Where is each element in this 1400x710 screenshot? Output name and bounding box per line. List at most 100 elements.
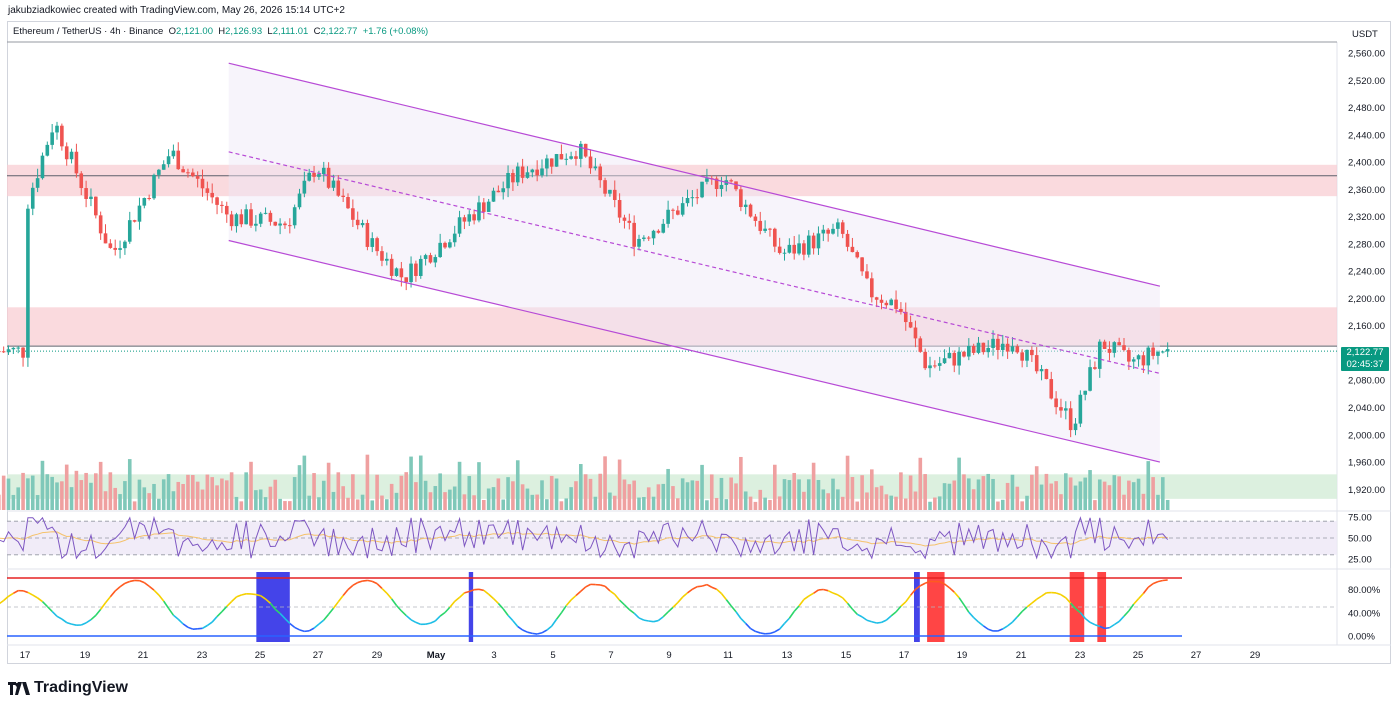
- resistance-zone[interactable]: [7, 164, 1337, 197]
- candle[interactable]: [870, 278, 874, 298]
- candle[interactable]: [797, 243, 801, 254]
- candle[interactable]: [404, 277, 409, 283]
- candle[interactable]: [268, 212, 273, 222]
- candle[interactable]: [16, 347, 21, 349]
- candle[interactable]: [166, 156, 171, 165]
- candle[interactable]: [336, 180, 341, 196]
- tradingview-logo[interactable]: TradingView: [8, 679, 128, 697]
- candle[interactable]: [845, 233, 850, 247]
- candle[interactable]: [84, 188, 88, 199]
- candle[interactable]: [1039, 369, 1044, 372]
- candle[interactable]: [855, 252, 860, 258]
- candle[interactable]: [176, 150, 181, 170]
- candle[interactable]: [409, 263, 413, 283]
- candle[interactable]: [157, 169, 161, 175]
- candle[interactable]: [45, 144, 50, 156]
- candle[interactable]: [957, 351, 961, 366]
- candle[interactable]: [64, 146, 69, 160]
- candle[interactable]: [593, 166, 598, 169]
- candle[interactable]: [564, 158, 569, 160]
- candle[interactable]: [598, 166, 603, 181]
- candle[interactable]: [1000, 343, 1005, 350]
- candle[interactable]: [35, 178, 40, 188]
- candle[interactable]: [705, 178, 709, 182]
- candle[interactable]: [816, 233, 821, 249]
- candle[interactable]: [1059, 407, 1063, 411]
- candle[interactable]: [258, 213, 263, 224]
- candle[interactable]: [734, 181, 738, 190]
- candle[interactable]: [986, 347, 991, 353]
- candle[interactable]: [579, 143, 583, 159]
- candle[interactable]: [899, 309, 903, 312]
- candle[interactable]: [506, 173, 510, 189]
- candle[interactable]: [142, 197, 147, 206]
- stoch-signal-block[interactable]: [1069, 572, 1085, 642]
- candle[interactable]: [763, 228, 767, 231]
- candle[interactable]: [452, 233, 457, 243]
- candle[interactable]: [108, 243, 113, 248]
- candle[interactable]: [860, 257, 864, 272]
- candle[interactable]: [646, 237, 651, 239]
- candle[interactable]: [317, 174, 321, 177]
- candle[interactable]: [637, 238, 641, 247]
- candle[interactable]: [908, 322, 913, 328]
- candle[interactable]: [758, 220, 763, 231]
- candle[interactable]: [811, 235, 816, 249]
- candle[interactable]: [1161, 351, 1165, 353]
- candle[interactable]: [433, 257, 438, 263]
- candle[interactable]: [1083, 390, 1088, 395]
- candle[interactable]: [661, 223, 666, 233]
- candle[interactable]: [30, 187, 35, 209]
- candle[interactable]: [889, 299, 894, 306]
- candle[interactable]: [676, 210, 680, 215]
- candle[interactable]: [239, 214, 244, 225]
- candle[interactable]: [559, 154, 564, 160]
- candle[interactable]: [632, 222, 636, 247]
- candle[interactable]: [1049, 379, 1054, 399]
- candle[interactable]: [520, 166, 525, 178]
- candle[interactable]: [1122, 345, 1126, 351]
- candle[interactable]: [380, 251, 384, 261]
- candle[interactable]: [123, 241, 127, 249]
- candle[interactable]: [569, 156, 573, 159]
- candle[interactable]: [234, 214, 239, 227]
- candle[interactable]: [739, 189, 743, 208]
- candle[interactable]: [181, 169, 185, 173]
- candle[interactable]: [942, 358, 947, 364]
- candle[interactable]: [360, 222, 365, 226]
- candle[interactable]: [215, 197, 219, 205]
- candle[interactable]: [1146, 347, 1151, 366]
- candle[interactable]: [98, 215, 103, 234]
- candle[interactable]: [777, 246, 782, 253]
- candle[interactable]: [21, 347, 25, 358]
- candle[interactable]: [1127, 350, 1131, 362]
- candle[interactable]: [836, 222, 840, 229]
- candle[interactable]: [278, 223, 282, 226]
- stoch-signal-block[interactable]: [914, 572, 920, 642]
- candle[interactable]: [1141, 355, 1146, 366]
- candle[interactable]: [414, 263, 418, 276]
- candle[interactable]: [1102, 341, 1107, 349]
- candle[interactable]: [651, 230, 656, 239]
- candle[interactable]: [249, 209, 253, 226]
- candle[interactable]: [962, 351, 966, 357]
- candle[interactable]: [719, 184, 724, 190]
- candle[interactable]: [642, 237, 646, 239]
- candle[interactable]: [831, 228, 835, 234]
- candle[interactable]: [312, 172, 316, 177]
- candle[interactable]: [60, 125, 64, 147]
- candle[interactable]: [714, 178, 719, 190]
- candle[interactable]: [448, 242, 452, 248]
- candle[interactable]: [1107, 348, 1112, 353]
- candle[interactable]: [370, 238, 375, 247]
- candle[interactable]: [307, 172, 312, 181]
- candle[interactable]: [1097, 341, 1102, 369]
- candle[interactable]: [418, 258, 423, 276]
- candle[interactable]: [491, 190, 496, 202]
- candle[interactable]: [326, 167, 331, 188]
- candle[interactable]: [690, 197, 695, 199]
- candle[interactable]: [486, 201, 491, 212]
- resistance-zone[interactable]: [7, 307, 1337, 346]
- candle[interactable]: [254, 223, 258, 226]
- candle[interactable]: [331, 180, 336, 188]
